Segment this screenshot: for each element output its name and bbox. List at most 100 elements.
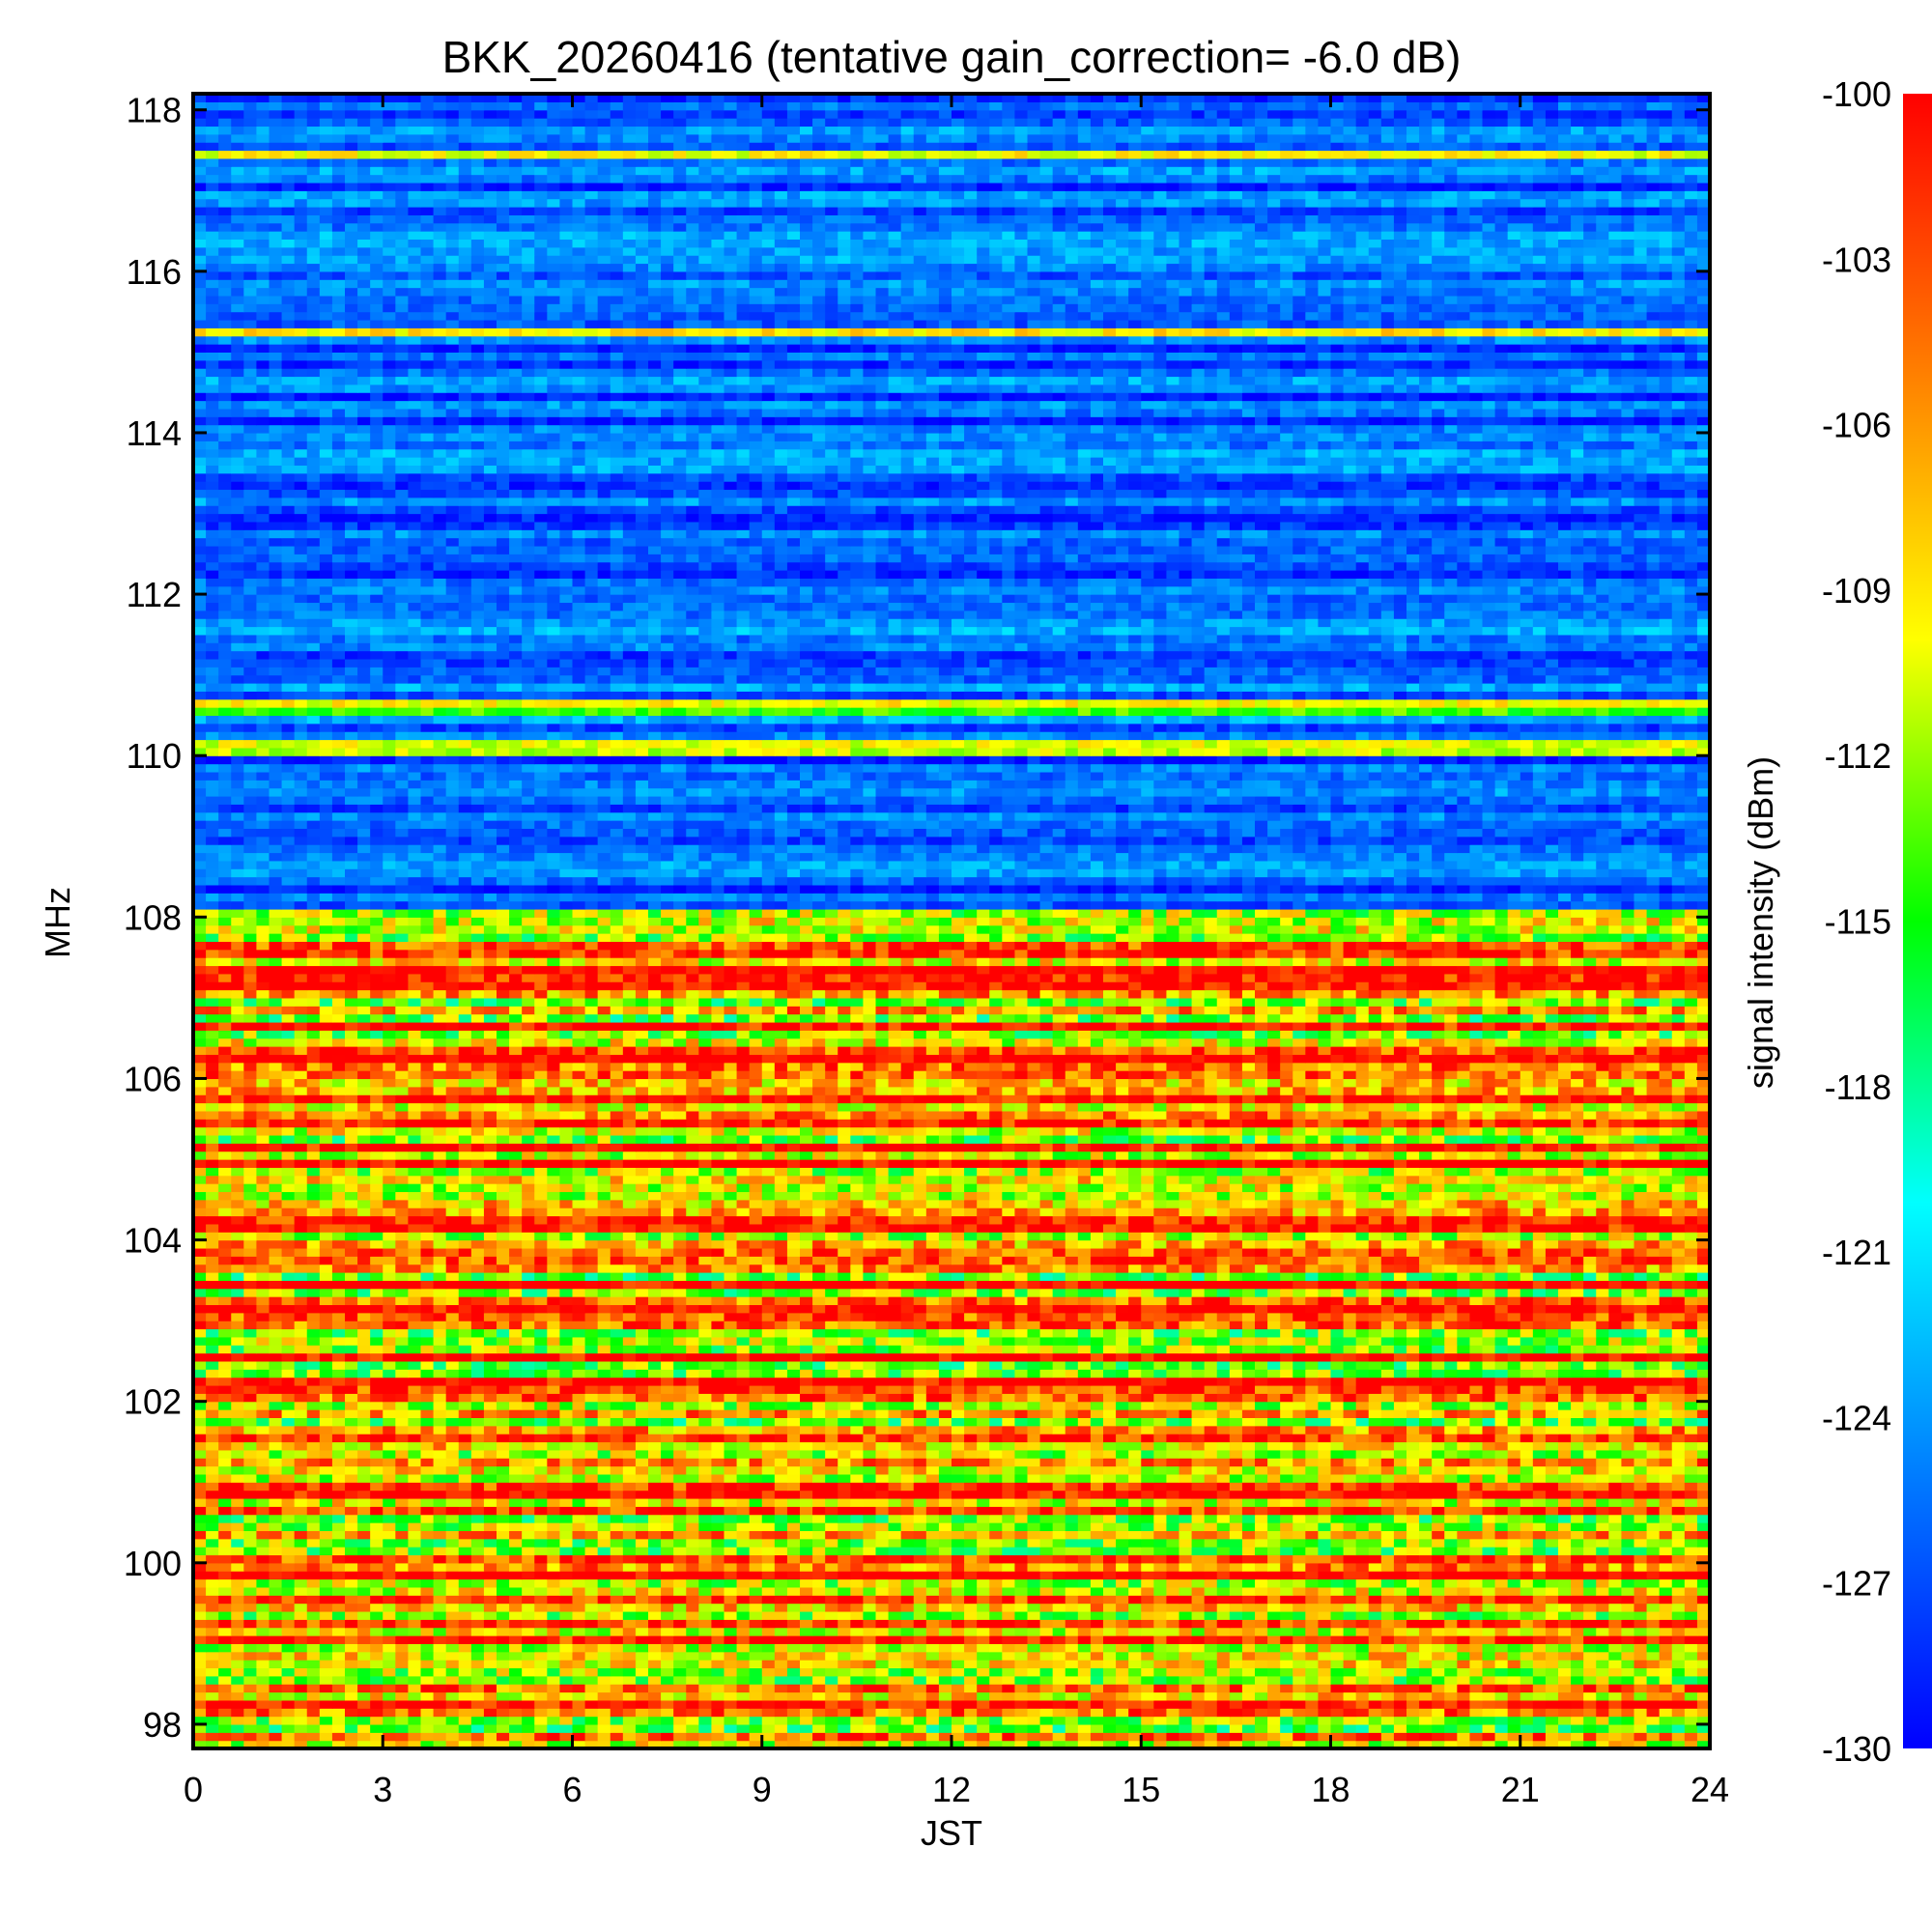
heatmap-cell xyxy=(1204,1441,1218,1451)
heatmap-cell xyxy=(1507,1562,1521,1572)
heatmap-cell xyxy=(572,1522,586,1531)
heatmap-cell xyxy=(812,1651,826,1661)
heatmap-cell xyxy=(964,1603,978,1612)
heatmap-cell xyxy=(648,1554,662,1564)
heatmap-cell xyxy=(1141,1554,1154,1564)
heatmap-cell xyxy=(1077,1578,1092,1588)
heatmap-cell xyxy=(888,1562,902,1572)
heatmap-cell xyxy=(483,1554,497,1564)
heatmap-cell xyxy=(1444,1619,1458,1629)
heatmap-cell xyxy=(408,1490,422,1499)
heatmap-cell xyxy=(875,1684,890,1693)
heatmap-cell xyxy=(1280,1684,1293,1693)
heatmap-cell xyxy=(218,1482,232,1492)
heatmap-cell xyxy=(584,1473,599,1483)
heatmap-cell xyxy=(1659,1699,1673,1709)
heatmap-cell xyxy=(1166,1603,1180,1612)
heatmap-cell xyxy=(648,1562,662,1572)
heatmap-cell xyxy=(952,1530,965,1540)
heatmap-cell xyxy=(1166,1449,1180,1459)
heatmap-cell xyxy=(1116,1691,1129,1701)
heatmap-cell xyxy=(534,1708,548,1718)
heatmap-cell xyxy=(1318,1667,1332,1677)
heatmap-cell xyxy=(1621,1716,1635,1725)
heatmap-cell xyxy=(1558,1562,1572,1572)
heatmap-cell xyxy=(1393,1417,1407,1427)
heatmap-cell xyxy=(522,1708,535,1718)
heatmap-cell xyxy=(1596,1675,1609,1685)
heatmap-cell xyxy=(572,1441,586,1451)
heatmap-cell xyxy=(1179,1530,1193,1540)
heatmap-cell xyxy=(231,1490,244,1499)
heatmap-cell xyxy=(1166,1530,1180,1540)
heatmap-cell xyxy=(1545,1708,1559,1718)
heatmap-cell xyxy=(1583,1578,1597,1588)
heatmap-cell xyxy=(1482,1514,1496,1523)
heatmap-cell xyxy=(925,1441,940,1451)
heatmap-cell xyxy=(925,1434,940,1443)
heatmap-cell xyxy=(306,1417,321,1427)
heatmap-cell xyxy=(408,1441,422,1451)
heatmap-cell xyxy=(497,1578,510,1588)
heatmap-cell xyxy=(383,1506,396,1516)
heatmap-cell xyxy=(1305,1490,1320,1499)
heatmap-cell xyxy=(243,1635,258,1644)
heatmap-cell xyxy=(661,1578,674,1588)
heatmap-cell xyxy=(584,1417,599,1427)
heatmap-cell xyxy=(1027,1675,1041,1685)
heatmap-cell xyxy=(1419,1740,1433,1748)
heatmap-cell xyxy=(1255,1684,1268,1693)
heatmap-cell xyxy=(1545,1586,1559,1596)
heatmap-cell xyxy=(938,1465,952,1475)
heatmap-cell xyxy=(534,1675,548,1685)
heatmap-cell xyxy=(1179,1643,1193,1653)
heatmap-cell xyxy=(1052,1708,1066,1718)
heatmap-cell xyxy=(509,1425,523,1435)
heatmap-cell xyxy=(888,1571,902,1580)
heatmap-cell xyxy=(1596,1716,1609,1725)
heatmap-cell xyxy=(1696,1554,1710,1564)
heatmap-cell xyxy=(1671,1603,1686,1612)
heatmap-cell xyxy=(1039,1547,1054,1556)
heatmap-cell xyxy=(206,1635,219,1644)
heatmap-cell xyxy=(1241,1651,1256,1661)
heatmap-cell xyxy=(1052,1586,1066,1596)
heatmap-cell xyxy=(345,1627,358,1636)
heatmap-cell xyxy=(231,1434,244,1443)
heatmap-cell xyxy=(838,1458,851,1467)
heatmap-cell xyxy=(761,1635,776,1644)
heatmap-cell xyxy=(610,1619,624,1629)
heatmap-cell xyxy=(749,1684,763,1693)
heatmap-cell xyxy=(622,1434,637,1443)
heatmap-cell xyxy=(1191,1691,1206,1701)
heatmap-cell xyxy=(736,1562,751,1572)
heatmap-cell xyxy=(1457,1441,1471,1451)
heatmap-cell xyxy=(433,1732,447,1742)
heatmap-cell xyxy=(1684,1627,1698,1636)
heatmap-cell xyxy=(1558,1417,1572,1427)
heatmap-cell xyxy=(1002,1409,1016,1418)
heatmap-cell xyxy=(319,1716,333,1725)
heatmap-cell xyxy=(786,1417,801,1427)
heatmap-cell xyxy=(850,1708,865,1718)
heatmap-cell xyxy=(1343,1716,1357,1725)
heatmap-cell xyxy=(863,1578,877,1588)
heatmap-cell xyxy=(584,1409,599,1418)
heatmap-cell xyxy=(736,1595,751,1605)
heatmap-cell xyxy=(1052,1595,1066,1605)
heatmap-cell xyxy=(1621,1684,1635,1693)
heatmap-cell xyxy=(648,1723,662,1733)
heatmap-cell xyxy=(1002,1723,1016,1733)
heatmap-cell xyxy=(1583,1458,1597,1467)
heatmap-cell xyxy=(1116,1465,1129,1475)
heatmap-cell xyxy=(786,1675,801,1685)
heatmap-cell xyxy=(470,1571,485,1580)
heatmap-cell xyxy=(1128,1514,1142,1523)
heatmap-cell xyxy=(1482,1619,1496,1629)
heatmap-cell xyxy=(1065,1667,1079,1677)
heatmap-cell xyxy=(458,1425,472,1435)
heatmap-cell xyxy=(243,1473,258,1483)
heatmap-cell xyxy=(1621,1723,1635,1733)
heatmap-cell xyxy=(483,1708,497,1718)
heatmap-cell xyxy=(1318,1578,1332,1588)
